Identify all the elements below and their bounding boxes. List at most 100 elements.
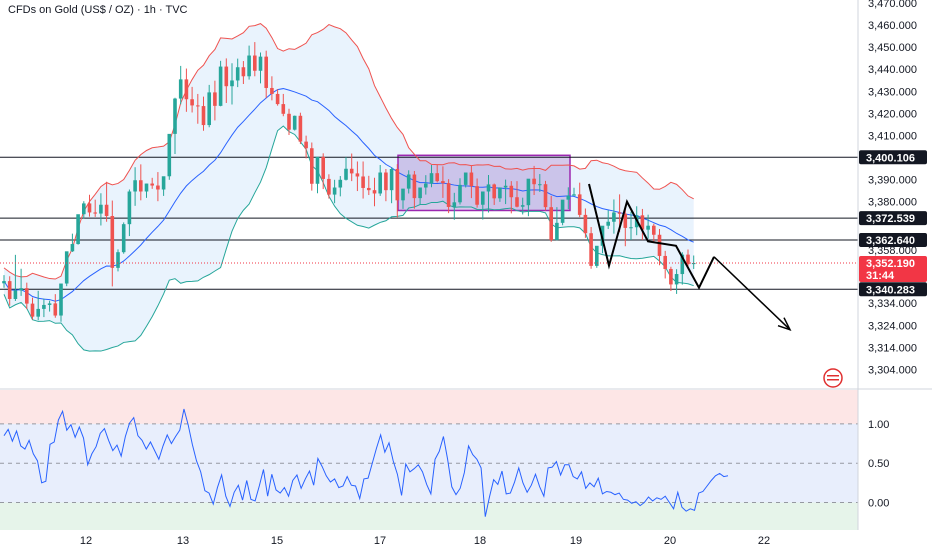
candle-body [640, 215, 645, 230]
candle-body [304, 141, 308, 149]
candle-body [264, 56, 268, 88]
osc-axis-tick: 0.50 [868, 458, 889, 470]
candle-body [412, 174, 417, 199]
candle-body [595, 245, 599, 266]
projection-arrow-head [777, 317, 792, 331]
candle-body [549, 207, 553, 241]
candles-group [2, 42, 696, 322]
price-axis-tick: 3,410.000 [868, 130, 917, 142]
candle-body [150, 183, 154, 186]
candle-body [36, 308, 40, 317]
last-price-label-bg [859, 256, 927, 283]
candle-body [424, 183, 428, 188]
candle-body [127, 191, 132, 225]
candle-body [327, 178, 331, 195]
candle-body [680, 254, 685, 275]
candle-body [298, 115, 303, 142]
candle-body [526, 178, 531, 206]
candle-body [384, 172, 388, 191]
time-axis-tick: 17 [374, 535, 386, 547]
candle-body [213, 92, 217, 106]
candle-body [173, 98, 177, 134]
candle-body [184, 79, 189, 100]
price-axis-tick: 3,430.000 [868, 86, 917, 98]
candle-body [435, 173, 439, 182]
candle-body [481, 191, 485, 205]
candle-body [338, 179, 343, 188]
candle-body [657, 234, 662, 256]
candle-body [82, 203, 86, 215]
candle-body [47, 303, 52, 305]
candle-body [674, 274, 679, 285]
candle-body [646, 225, 650, 230]
price-axis-tick: 3,380.000 [868, 197, 917, 209]
chart-title: CFDs on Gold (US$ / OZ) · 1h · TVC [8, 4, 188, 16]
candle-body [589, 233, 593, 266]
candle-body [458, 184, 462, 203]
candle-body [70, 244, 75, 252]
candle-body [247, 55, 251, 77]
candle-body [196, 105, 200, 107]
candle-body [25, 288, 29, 304]
level-label-bg [859, 211, 927, 226]
candle-body [87, 203, 92, 213]
candle-body [691, 263, 696, 265]
candle-body [93, 212, 97, 214]
candle-body [241, 67, 246, 77]
candle-body [469, 172, 474, 187]
time-axis-tick: 13 [177, 535, 189, 547]
candle-body [583, 214, 588, 234]
candle-body [355, 173, 360, 177]
candle-body [59, 283, 63, 316]
candle-body [486, 184, 491, 192]
last-price-label: 3,352.190 [866, 258, 915, 270]
level-label: 3,400.106 [866, 152, 915, 164]
candle-body [367, 187, 371, 191]
candle-body [389, 168, 394, 191]
candle-body [30, 303, 35, 317]
time-axis-tick: 22 [758, 535, 770, 547]
candle-body [361, 176, 365, 188]
price-axis-tick: 3,450.000 [868, 42, 917, 54]
candle-body [253, 55, 257, 71]
candle-body [281, 104, 286, 114]
candle-body [395, 168, 400, 201]
candle-body [515, 197, 519, 207]
candle-body [463, 172, 468, 185]
pattern-zigzag-line [588, 183, 715, 290]
bollinger-lower-line [3, 125, 694, 352]
candle-body [104, 204, 109, 216]
level-label: 3,340.283 [866, 284, 915, 296]
candle-body [663, 255, 667, 269]
price-axis-tick: 3,334.000 [868, 298, 917, 310]
candle-body [629, 227, 633, 229]
price-axis-tick: 3,460.000 [868, 20, 917, 32]
candle-body [275, 93, 280, 105]
bollinger-upper-line [3, 23, 694, 280]
price-axis-tick: 3,390.000 [868, 175, 917, 187]
candle-body [532, 178, 536, 185]
oscillator-line [3, 408, 729, 517]
candle-body [7, 281, 12, 299]
time-axis-tick: 20 [664, 535, 676, 547]
projection-arrow-line [713, 256, 791, 331]
candle-body [538, 184, 542, 186]
candle-body [452, 202, 457, 207]
candle-body [543, 184, 548, 208]
candle-body [201, 106, 206, 126]
candle-body [606, 221, 610, 226]
candle-body [475, 186, 479, 205]
osc-axis-tick: 1.00 [868, 419, 889, 431]
osc-oversold-zone [0, 502, 858, 530]
price-axis-tick: 3,440.000 [868, 64, 917, 76]
price-axis-tick: 3,314.000 [868, 342, 917, 354]
price-axis-tick: 3,358.000 [868, 245, 917, 257]
candle-body [321, 156, 325, 179]
candle-body [178, 79, 183, 99]
osc-axis-tick: 0.00 [868, 498, 889, 510]
candle-body [292, 115, 297, 130]
candle-body [121, 224, 126, 253]
time-axis-tick: 15 [271, 535, 283, 547]
candle-body [19, 288, 23, 291]
